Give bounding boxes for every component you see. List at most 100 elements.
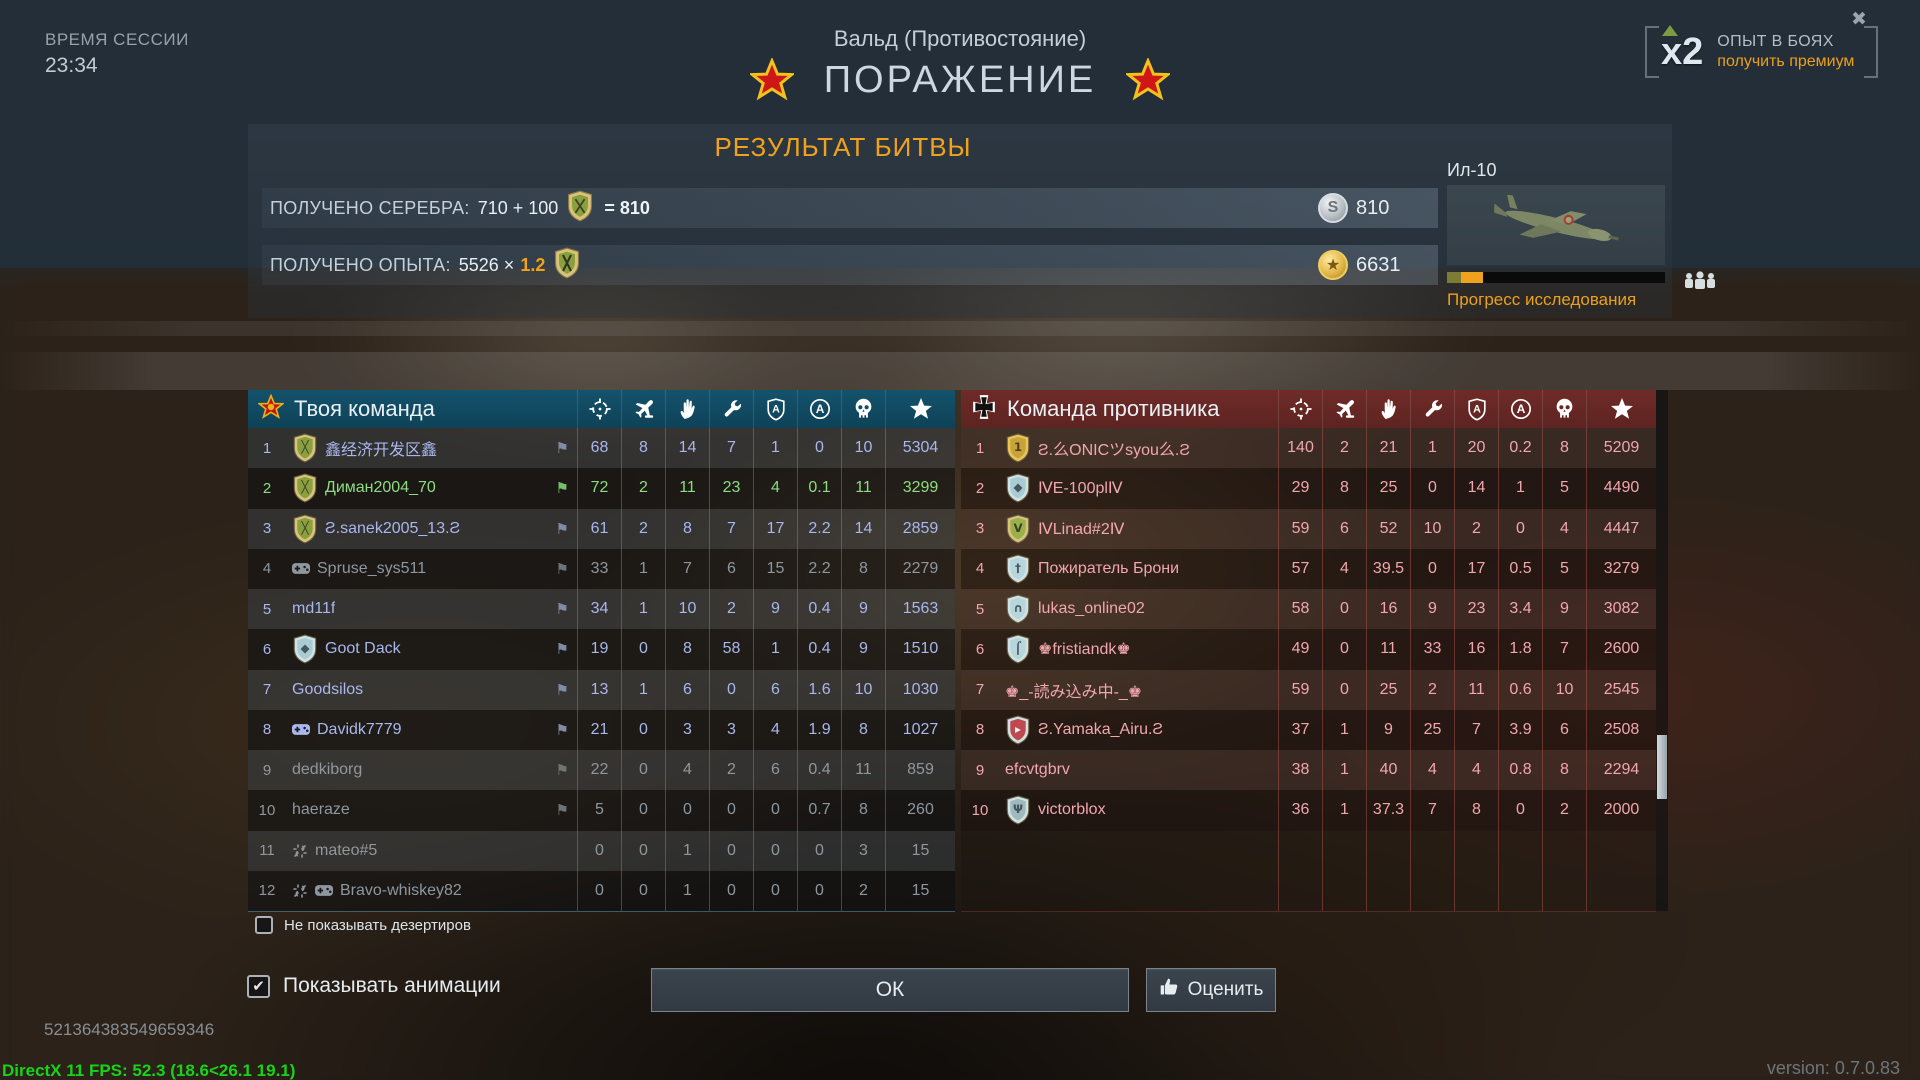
player-row[interactable]: 8 ▸ Ƨ.Yamaka_Airu.Ƨ 37 1 9 25 7 3.9 6 2508: [961, 709, 1656, 750]
stat-value: 10: [854, 439, 873, 457]
table-scrollbar[interactable]: [1656, 390, 1668, 911]
streamer-flag-icon: ⚑: [555, 520, 569, 538]
deaths-skull-icon: [1542, 390, 1586, 428]
player-stats: 13 1 6 0 6 1.6 10 1030: [577, 669, 955, 710]
fps-counter: DirectX 11 FPS: 52.3 (18.6<26.1 19.1): [2, 1061, 296, 1080]
gamepad-icon: [292, 724, 310, 736]
player-name: md11f: [292, 600, 336, 618]
player-row[interactable]: 4 Spruse_sys511 ⚑ 33 1 7 6 15 2.2 8 2279: [248, 548, 955, 589]
player-row[interactable]: 5 ∩ lukas_online02 58 0 16 9 23 3.4 9 3082: [961, 589, 1656, 630]
player-row[interactable]: 5 md11f ⚑ 34 1 10 2 9 0.4 9 1563: [248, 589, 955, 630]
player-name: mateo#5: [315, 841, 378, 859]
researched-vehicle-card[interactable]: Ил-10 Прогресс исследования: [1447, 160, 1715, 310]
vehicle-name: Ил-10: [1447, 160, 1497, 180]
player-row[interactable]: 10 haeraze ⚑ 5 0 0 0 0 0.7 8 260: [248, 790, 955, 831]
rate-button[interactable]: Оценить: [1146, 968, 1276, 1012]
air-kills-plane-icon: [621, 390, 665, 428]
player-stats: 21 0 3 3 4 1.9 8 1027: [577, 709, 955, 750]
stat-value: 7: [1472, 720, 1481, 738]
stat-value: 36: [1291, 801, 1310, 819]
svg-text:◆: ◆: [300, 642, 310, 656]
player-row[interactable]: 6 ◆ Goot Dack ⚑ 19 0 8 58 1 0.4 9 1510: [248, 629, 955, 670]
player-name-cell: ╳ Ƨ.sanek2005_13.Ƨ ⚑: [286, 509, 577, 549]
stat-value: 2: [1472, 519, 1481, 537]
stat-value: 1: [1516, 479, 1525, 497]
player-row[interactable]: 7 Goodsilos ⚑ 13 1 6 0 6 1.6 10 1030: [248, 669, 955, 710]
player-row[interactable]: 3 ╳ Ƨ.sanek2005_13.Ƨ ⚑ 61 2 8 7 17 2.2 14 2859: [248, 508, 955, 549]
stat-value: 17: [1467, 559, 1486, 577]
clan-badge: ◆: [1005, 473, 1031, 503]
silver-lion-icon: S: [1318, 193, 1348, 223]
player-stats: 0 0 1 0 0 0 3 15: [577, 830, 955, 871]
stat-value: 3.4: [1509, 600, 1532, 618]
close-icon[interactable]: ✖: [1851, 9, 1867, 30]
xp-multiplier-banner[interactable]: x2 ОПЫТ В БОЯХ получить премиум: [1645, 25, 1878, 78]
silver-label: ПОЛУЧЕНО СЕРЕБРА:: [270, 197, 470, 218]
hide-deserters-checkbox[interactable]: Не показывать дезертиров: [255, 916, 471, 934]
stat-value: 3: [727, 720, 736, 738]
checkbox-unchecked[interactable]: [255, 916, 273, 934]
team-header: Команда противника A A: [961, 390, 1656, 428]
player-rank: 4: [262, 560, 272, 578]
zone-a-icon: A: [797, 390, 841, 428]
svg-text:╳: ╳: [300, 481, 309, 495]
stat-value: 1.8: [1509, 640, 1532, 658]
player-row[interactable]: 2 ╳ Диман2004_70 ⚑ 72 2 11 23 4 0.1 11 3299: [248, 468, 955, 509]
streamer-flag-icon: ⚑: [555, 802, 569, 820]
player-name: ⅣLinad#2Ⅳ: [1038, 520, 1125, 538]
stat-value: 2.2: [808, 559, 831, 577]
stat-value: 1: [1340, 801, 1349, 819]
stat-value: 8: [859, 559, 868, 577]
score-value: 5304: [902, 439, 939, 457]
player-row[interactable]: 8 Davidk7779 ⚑ 21 0 3 3 4 1.9 8 1027: [248, 709, 955, 750]
stat-value: 6: [727, 559, 736, 577]
player-row[interactable]: 9 dedkiborg ⚑ 22 0 4 2 6 0.4 11 859: [248, 750, 955, 791]
player-row[interactable]: 11 mateo#5 0 0 1 0 0 0 3 15: [248, 830, 955, 871]
streamer-flag-icon: ⚑: [555, 560, 569, 578]
stat-value: 11: [679, 479, 696, 497]
show-animations-checkbox[interactable]: ✔ Показывать анимации: [247, 974, 501, 998]
clan-badge: 1: [1005, 433, 1031, 463]
player-rank: 6: [262, 640, 272, 658]
clan-badge: ╳: [292, 473, 318, 503]
gamepad-icon: [292, 563, 310, 575]
stat-value: 0: [727, 680, 736, 698]
player-rank: 12: [258, 882, 276, 900]
score-value: 2859: [902, 519, 939, 537]
score-value: 2294: [1603, 761, 1640, 779]
score-value: 15: [911, 841, 930, 859]
streamer-flag-icon: ⚑: [555, 681, 569, 699]
score-value: 1027: [902, 720, 939, 738]
svg-text:╳: ╳: [300, 521, 309, 535]
session-timer: ВРЕМЯ СЕССИИ 23:34: [45, 30, 189, 78]
get-premium-link[interactable]: получить премиум: [1717, 53, 1855, 70]
player-row[interactable]: 6 ⌠ ♚fristiandk♚ 49 0 11 33 16 1.8 7 2600: [961, 629, 1656, 670]
ok-button[interactable]: ОК: [651, 968, 1129, 1012]
battle-result-text: ПОРАЖЕНИЕ: [823, 58, 1097, 101]
stat-value: 0: [639, 841, 648, 859]
checkbox-checked[interactable]: ✔: [247, 974, 270, 998]
player-row[interactable]: 7 ♚_-読み込み中-_♚ 59 0 25 2 11 0.6 10 2545: [961, 669, 1656, 710]
svg-text:Ψ: Ψ: [1013, 803, 1023, 817]
player-row[interactable]: 2 ◆ ⅣE-100plⅣ 29 8 25 0 14 1 5 4490: [961, 468, 1656, 509]
red-star-icon: [749, 58, 794, 102]
stat-value: 52: [1379, 519, 1398, 537]
player-rank: 5: [262, 600, 272, 618]
player-row[interactable]: 4 † Пожиратель Брони 57 4 39.5 0 17 0.5 5 3279: [961, 548, 1656, 589]
stat-value: 8: [639, 439, 648, 457]
player-row[interactable]: 1 1 Ƨ.么ONICツsyou么.Ƨ 140 2 21 1 20 0.2 8 5209: [961, 428, 1656, 469]
player-row[interactable]: 9 efcvtgbrv 38 1 40 4 4 0.8 8 2294: [961, 750, 1656, 791]
scrollbar-thumb[interactable]: [1657, 735, 1667, 799]
player-stats: 58 0 16 9 23 3.4 9 3082: [1278, 589, 1656, 630]
score-value: 2600: [1603, 640, 1640, 658]
player-rank: 1: [975, 439, 985, 457]
stat-value: 0: [639, 720, 648, 738]
stat-value: 7: [683, 559, 692, 577]
score-value: 3299: [902, 479, 939, 497]
player-name: ♚fristiandk♚: [1038, 641, 1131, 659]
player-row[interactable]: 1 ╳ 鑫经济开发区鑫 ⚑ 68 8 14 7 1 0 10 5304: [248, 428, 955, 469]
player-row[interactable]: 3 V ⅣLinad#2Ⅳ 59 6 52 10 2 0 4 4447: [961, 508, 1656, 549]
player-row[interactable]: 12 Bravo-whiskey82 0 0 1 0 0 0 2 15: [248, 870, 955, 911]
